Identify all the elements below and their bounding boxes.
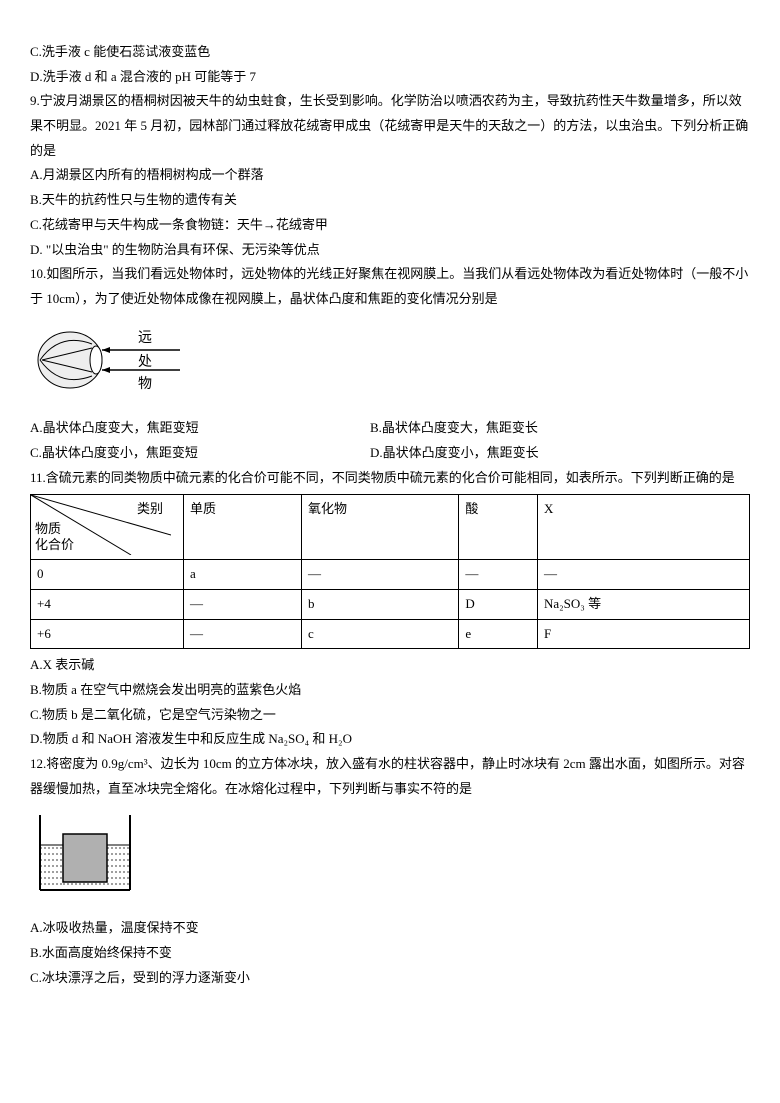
hdr-category: 类别 (137, 497, 163, 522)
q8-option-d: D.洗手液 d 和 a 混合液的 pH 可能等于 7 (30, 65, 750, 90)
cell: e (459, 619, 538, 649)
cell: — (459, 560, 538, 590)
col-acid: 酸 (459, 495, 538, 560)
q9-option-c: C.花绒寄甲与天牛构成一条食物链：天牛→花绒寄甲 (30, 213, 750, 238)
col-oxide: 氧化物 (302, 495, 459, 560)
cell: c (302, 619, 459, 649)
q9-option-d: D. "以虫治虫" 的生物防治具有环保、无污染等优点 (30, 238, 750, 263)
cell: b (302, 590, 459, 620)
cell: F (537, 619, 749, 649)
svg-text:处: 处 (138, 354, 152, 370)
cell-valence: 0 (31, 560, 184, 590)
table-row: 0 a — — — (31, 560, 750, 590)
col-x: X (537, 495, 749, 560)
cell-valence: +6 (31, 619, 184, 649)
q9-option-a: A.月湖景区内所有的梧桐树构成一个群落 (30, 163, 750, 188)
cell: — (302, 560, 459, 590)
q9-option-b: B.天牛的抗药性只与生物的遗传有关 (30, 188, 750, 213)
q8-option-c: C.洗手液 c 能使石蕊试液变蓝色 (30, 40, 750, 65)
cell: Na₂SO₃ 等 (537, 590, 749, 620)
svg-text:远: 远 (138, 330, 152, 346)
eye-diagram: 远 处 物 (30, 320, 750, 409)
cell-valence: +4 (31, 590, 184, 620)
q10-stem: 10.如图所示，当我们看远处物体时，远处物体的光线正好聚焦在视网膜上。当我们从看… (30, 262, 750, 311)
q12-option-a: A.冰吸收热量，温度保持不变 (30, 916, 750, 941)
cell: D (459, 590, 538, 620)
q10-option-a: A.晶状体凸度变大，焦距变短 (30, 416, 370, 441)
q11-option-d: D.物质 d 和 NaOH 溶液发生中和反应生成 Na₂SO₄ 和 H₂O (30, 727, 750, 752)
svg-text:物: 物 (138, 376, 152, 392)
q12-option-c: C.冰块漂浮之后，受到的浮力逐渐变小 (30, 966, 750, 991)
cell: a (184, 560, 302, 590)
cell: — (184, 619, 302, 649)
q12-option-b: B.水面高度始终保持不变 (30, 941, 750, 966)
cell: — (537, 560, 749, 590)
hdr-valence: 化合价 (35, 533, 74, 558)
ice-container-diagram (30, 810, 750, 909)
table-row: +6 — c e F (31, 619, 750, 649)
q11-option-a: A.X 表示碱 (30, 653, 750, 678)
q11-option-b: B.物质 a 在空气中燃烧会发出明亮的蓝紫色火焰 (30, 678, 750, 703)
q10-option-d: D.晶状体凸度变小，焦距变长 (370, 441, 539, 466)
q10-option-b: B.晶状体凸度变大，焦距变长 (370, 416, 538, 441)
q11-option-c: C.物质 b 是二氧化硫，它是空气污染物之一 (30, 703, 750, 728)
q12-stem: 12.将密度为 0.9g/cm³、边长为 10cm 的立方体冰块，放入盛有水的柱… (30, 752, 750, 801)
table-row: +4 — b D Na₂SO₃ 等 (31, 590, 750, 620)
sulfur-table: 类别 物质 化合价 单质 氧化物 酸 X 0 a — — — +4 — b D … (30, 494, 750, 649)
col-simple: 单质 (184, 495, 302, 560)
q10-option-c: C.晶状体凸度变小，焦距变短 (30, 441, 370, 466)
q9-stem: 9.宁波月湖景区的梧桐树因被天牛的幼虫蛀食，生长受到影响。化学防治以喷洒农药为主… (30, 89, 750, 163)
table-diag-header: 类别 物质 化合价 (31, 495, 184, 560)
cell: — (184, 590, 302, 620)
q11-stem: 11.含硫元素的同类物质中硫元素的化合价可能不同，不同类物质中硫元素的化合价可能… (30, 466, 750, 491)
